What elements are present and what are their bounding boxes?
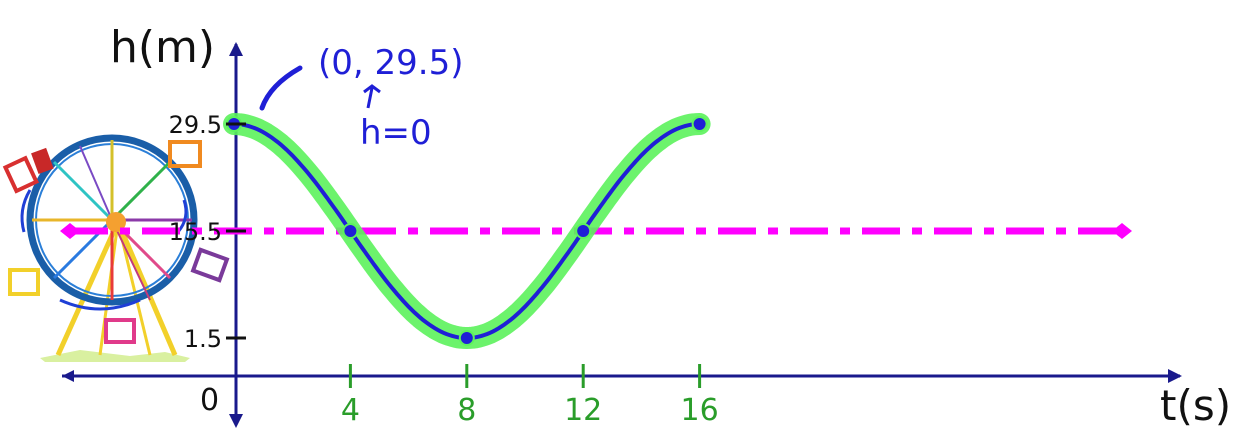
midline-end-left (60, 223, 80, 239)
y-tick-label-0: 29.5 (169, 111, 222, 139)
annotation-arrow (259, 65, 303, 111)
x-tick-label-8: 8 (457, 393, 476, 428)
origin-label: 0 (200, 383, 219, 418)
x-tick-label-12: 12 (564, 393, 602, 428)
y-tick-label-1: 15.5 (169, 218, 222, 246)
data-point-1 (342, 223, 359, 239)
curve-layer (223, 113, 711, 349)
y-tick-label-2: 1.5 (184, 325, 222, 353)
annotation-point: (0, 29.5) (318, 43, 463, 83)
x-axis-arrow-right (1168, 369, 1182, 383)
x-axis-label: t(s) (1160, 381, 1231, 430)
label-layer: 4 8 12 16 29.5 15.5 1.5 (169, 111, 719, 428)
annotation-up-arrow (363, 84, 381, 109)
data-point-3 (575, 223, 592, 239)
axes (62, 42, 1182, 428)
x-tick-label-16: 16 (681, 393, 719, 428)
annotation-h-zero: h=0 (360, 113, 432, 153)
x-axis-arrow-left (62, 370, 74, 382)
y-axis-arrow-bottom (229, 414, 243, 428)
midline-end-right (1112, 223, 1132, 239)
x-tick-label-4: 4 (341, 393, 360, 428)
y-axis-arrow-top (229, 42, 243, 56)
data-point-4 (691, 116, 708, 132)
y-axis-label: h(m) (110, 22, 215, 73)
data-point-2 (458, 330, 475, 346)
